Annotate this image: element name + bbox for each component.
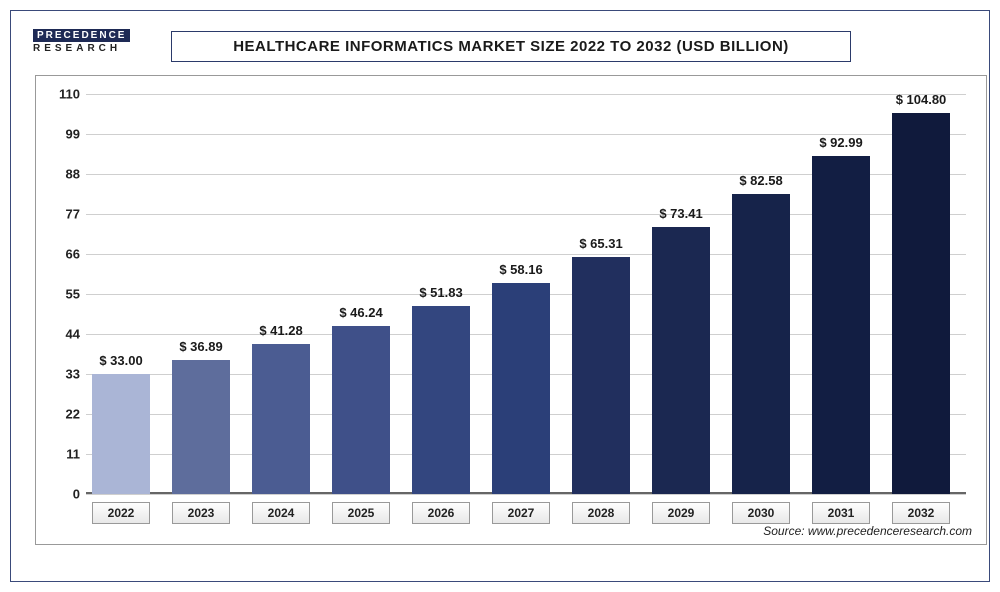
x-category-label: 2023 — [172, 502, 230, 524]
bar-value-label: $ 65.31 — [551, 236, 651, 251]
x-category-label: 2028 — [572, 502, 630, 524]
bar-value-label: $ 82.58 — [711, 173, 811, 188]
logo-line1: PRECEDENCE — [33, 29, 130, 42]
brand-logo: PRECEDENCE RESEARCH — [33, 27, 130, 54]
x-category-label: 2024 — [252, 502, 310, 524]
bar — [92, 374, 150, 494]
grid-line — [86, 494, 966, 495]
grid-line — [86, 94, 966, 95]
source-attribution: Source: www.precedenceresearch.com — [763, 524, 972, 538]
bar-value-label: $ 41.28 — [231, 323, 331, 338]
bar — [332, 326, 390, 494]
bar — [572, 257, 630, 494]
bar — [892, 113, 950, 494]
bar — [412, 306, 470, 494]
y-tick-label: 110 — [46, 87, 80, 102]
bar-value-label: $ 58.16 — [471, 262, 571, 277]
bar-value-label: $ 104.80 — [871, 92, 971, 107]
x-category-label: 2031 — [812, 502, 870, 524]
y-tick-label: 88 — [46, 167, 80, 182]
y-tick-label: 22 — [46, 407, 80, 422]
y-tick-label: 77 — [46, 207, 80, 222]
bar-value-label: $ 73.41 — [631, 206, 731, 221]
x-category-label: 2025 — [332, 502, 390, 524]
outer-frame: PRECEDENCE RESEARCH HEALTHCARE INFORMATI… — [10, 10, 990, 582]
logo-line2: RESEARCH — [33, 43, 130, 54]
x-category-label: 2027 — [492, 502, 550, 524]
y-tick-label: 44 — [46, 327, 80, 342]
bar — [252, 344, 310, 494]
x-category-label: 2030 — [732, 502, 790, 524]
bar — [492, 283, 550, 494]
y-tick-label: 11 — [46, 447, 80, 462]
bar-value-label: $ 36.89 — [151, 339, 251, 354]
bar-value-label: $ 51.83 — [391, 285, 491, 300]
chart-frame: 0 11 22 33 44 55 66 77 88 99 110 $ 33.00 2022 $ 36.89… — [35, 75, 987, 545]
bar-value-label: $ 46.24 — [311, 305, 411, 320]
y-tick-label: 66 — [46, 247, 80, 262]
bar — [652, 227, 710, 494]
x-category-label: 2026 — [412, 502, 470, 524]
y-tick-label: 55 — [46, 287, 80, 302]
bar — [172, 360, 230, 494]
x-category-label: 2029 — [652, 502, 710, 524]
y-tick-label: 33 — [46, 367, 80, 382]
bar-value-label: $ 92.99 — [791, 135, 891, 150]
bar-value-label: $ 33.00 — [71, 353, 171, 368]
chart-title: HEALTHCARE INFORMATICS MARKET SIZE 2022 … — [171, 31, 851, 62]
y-tick-label: 99 — [46, 127, 80, 142]
y-tick-label: 0 — [46, 487, 80, 502]
plot-area: 0112233445566778899110$ 33.002022$ 36.89… — [86, 94, 966, 494]
x-category-label: 2022 — [92, 502, 150, 524]
bar — [812, 156, 870, 494]
x-category-label: 2032 — [892, 502, 950, 524]
bar — [732, 194, 790, 494]
